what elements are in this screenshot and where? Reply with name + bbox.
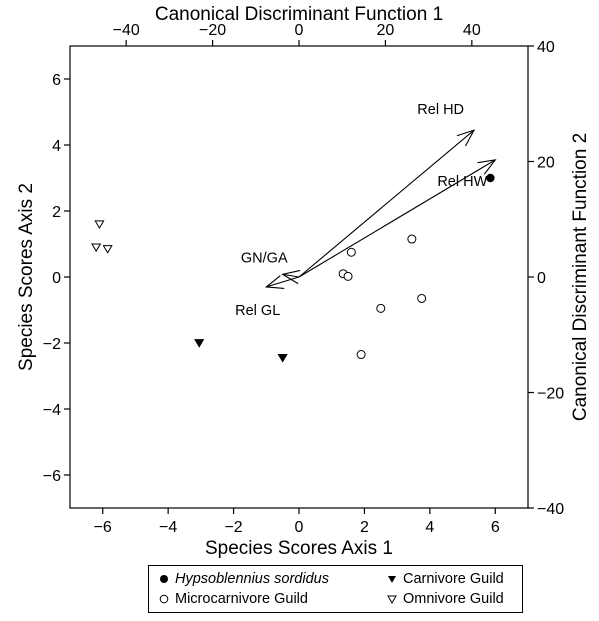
vector-label: GN/GA [241,250,288,266]
top-tick-label: −40 [113,22,140,39]
y-tick-label: −2 [43,336,61,353]
vector-arrowhead [477,159,497,175]
point-microcarnivore [407,234,417,244]
point-omnivore [91,243,102,253]
vector-label: Rel HW [437,174,487,190]
filled-circle-icon [160,575,168,583]
right-tick-label: 40 [537,39,555,56]
top-tick-label: 20 [377,22,395,39]
right-tick-label: 0 [537,270,546,287]
x-tick-label: 4 [425,519,434,536]
right-tick-label: −20 [537,386,564,403]
vector-line [298,159,496,278]
right-axis-label: Canonical Discriminant Function 2 [570,133,591,421]
point-hypsoblennius [486,173,495,183]
x-tick-label: 2 [360,519,369,536]
point-microcarnivore [343,271,353,281]
point-omnivore [102,245,113,254]
vector-arrowhead [456,129,476,147]
y-tick-label: −4 [43,402,61,419]
x-axis-label: Species Scores Axis 1 [205,538,393,559]
point-microcarnivore [417,293,427,303]
top-tick-label: 40 [463,22,481,39]
open-triangle-down-icon [387,595,397,604]
vector-arrowhead [264,275,285,289]
legend-label: Microcarnivore Guild [175,591,308,607]
point-microcarnivore [346,247,356,257]
point-microcarnivore [376,303,386,313]
point-carnivore [277,353,288,363]
y-tick-label: 2 [52,204,61,221]
legend-label: Hypsoblennius sordidus [175,571,329,587]
right-tick-label: −40 [537,501,564,518]
y-tick-label: 0 [52,270,61,287]
y-tick-label: 6 [52,72,61,89]
point-microcarnivore [356,350,366,360]
x-tick-label: 0 [295,519,304,536]
x-tick-label: 6 [491,519,500,536]
legend: Hypsoblennius sordidus Microcarnivore Gu… [148,565,523,613]
vector-line [282,273,300,278]
vector-line [266,276,300,288]
legend-item-omnivore: Omnivore Guild [387,591,504,607]
y-tick-label: 4 [52,138,61,155]
point-omnivore [94,220,105,229]
top-axis-label: Canonical Discriminant Function 1 [155,4,443,25]
right-tick-label: 20 [537,155,555,172]
x-tick-label: −6 [94,519,112,536]
y-axis-label: Species Scores Axis 2 [16,183,37,371]
y-tick-label: −6 [43,468,61,485]
filled-triangle-down-icon [388,576,396,583]
vector-label: Rel HD [417,102,464,118]
vector-line [298,129,475,278]
legend-item-carnivore: Carnivore Guild [387,571,504,587]
vector-label: Rel GL [235,303,280,319]
top-tick-label: −20 [199,22,226,39]
vector-arrowhead [281,269,301,285]
point-carnivore [194,339,205,348]
legend-label: Omnivore Guild [403,591,504,607]
legend-item-microcarnivore: Microcarnivore Guild [159,591,308,607]
x-tick-label: −4 [159,519,177,536]
legend-item-hypsoblennius: Hypsoblennius sordidus [159,571,329,587]
top-tick-label: 0 [295,22,304,39]
open-circle-icon [159,594,169,604]
x-tick-label: −2 [224,519,242,536]
legend-label: Carnivore Guild [403,571,504,587]
